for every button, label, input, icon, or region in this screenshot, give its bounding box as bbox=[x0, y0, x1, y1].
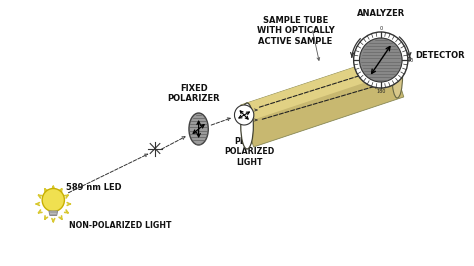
Text: 0: 0 bbox=[379, 26, 383, 31]
Circle shape bbox=[359, 38, 402, 82]
Polygon shape bbox=[49, 211, 58, 215]
Text: NON-POLARIZED LIGHT: NON-POLARIZED LIGHT bbox=[69, 222, 171, 231]
Polygon shape bbox=[240, 55, 396, 122]
Text: 180: 180 bbox=[376, 89, 385, 94]
Ellipse shape bbox=[392, 54, 402, 98]
Circle shape bbox=[235, 105, 254, 125]
Polygon shape bbox=[240, 55, 404, 147]
Text: ANALYZER: ANALYZER bbox=[356, 9, 405, 18]
Ellipse shape bbox=[241, 103, 254, 149]
Circle shape bbox=[42, 189, 64, 211]
Text: 589 nm LED: 589 nm LED bbox=[66, 182, 121, 192]
Circle shape bbox=[408, 57, 411, 61]
Text: 90: 90 bbox=[408, 57, 414, 63]
Text: FIXED
POLARIZER: FIXED POLARIZER bbox=[167, 84, 220, 103]
Ellipse shape bbox=[189, 113, 208, 145]
Text: SAMPLE TUBE
WITH OPTICALLY
ACTIVE SAMPLE: SAMPLE TUBE WITH OPTICALLY ACTIVE SAMPLE bbox=[256, 16, 334, 46]
Circle shape bbox=[354, 32, 408, 88]
Text: PLANE
POLARIZED
LIGHT: PLANE POLARIZED LIGHT bbox=[224, 137, 274, 167]
Text: DETECTOR: DETECTOR bbox=[416, 52, 465, 60]
